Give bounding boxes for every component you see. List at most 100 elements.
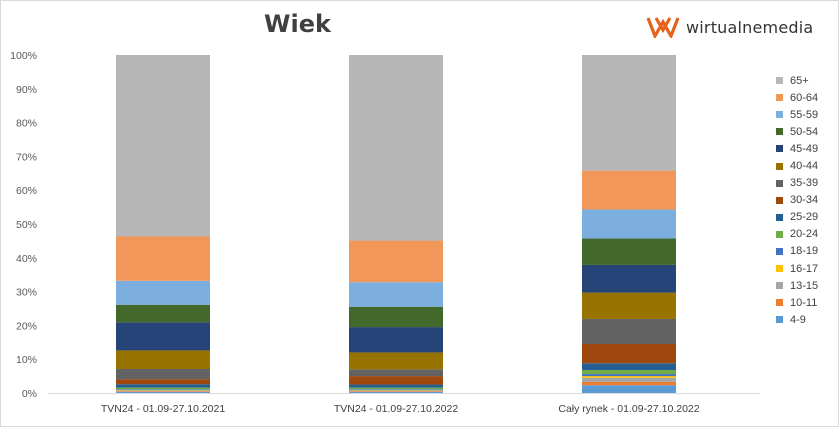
legend-item: 35-39 — [776, 175, 818, 192]
y-tick-label: 20% — [16, 320, 37, 332]
legend-item: 10-11 — [776, 294, 818, 311]
bar-segment-10-11 — [582, 381, 676, 386]
y-tick-label: 70% — [16, 151, 37, 163]
legend-swatch — [776, 213, 783, 221]
legend-swatch — [776, 196, 783, 204]
legend-label: 40-44 — [790, 160, 819, 173]
bar-segment-50-54 — [582, 238, 676, 265]
legend-swatch — [776, 282, 783, 290]
bar-segment-10-11 — [116, 391, 210, 392]
bar-segment-25-29 — [116, 384, 210, 388]
legend-label: 20-24 — [790, 228, 819, 241]
bar-segment-30-34 — [349, 376, 443, 385]
legend-item: 40-44 — [776, 157, 818, 174]
x-category-label: Cały rynek - 01.09-27.10.2022 — [558, 403, 699, 415]
bar-segment-18-19 — [582, 374, 676, 377]
legend-item: 13-15 — [776, 277, 818, 294]
legend-swatch — [776, 128, 783, 136]
legend-label: 50-54 — [790, 125, 819, 138]
legend-label: 13-15 — [790, 279, 819, 292]
bar-segment-60-64 — [116, 236, 210, 281]
bar-segment-50-54 — [349, 306, 443, 328]
legend-item: 55-59 — [776, 106, 818, 123]
legend-swatch — [776, 145, 783, 153]
legend-item: 60-64 — [776, 89, 818, 106]
wm-logo-icon — [646, 17, 680, 38]
bar-segment-25-29 — [349, 384, 443, 388]
bar-segment-20-24 — [582, 370, 676, 375]
legend-swatch — [776, 247, 783, 255]
y-tick-label: 10% — [16, 354, 37, 366]
y-tick-label: 50% — [16, 219, 37, 231]
legend-label: 65+ — [790, 74, 809, 87]
chart-title: Wiek — [264, 10, 331, 38]
bar-segment-65plus — [116, 55, 210, 237]
legend-swatch — [776, 94, 783, 102]
bar-segment-16-17 — [582, 376, 676, 378]
bar-segment-10-11 — [349, 391, 443, 392]
bar-segment-40-44 — [349, 352, 443, 370]
bar-segment-13-15 — [582, 377, 676, 382]
legend-item: 18-19 — [776, 243, 818, 260]
bar-segment-60-64 — [582, 170, 676, 210]
legend-swatch — [776, 162, 783, 170]
bar-segment-55-59 — [116, 280, 210, 305]
legend-item: 50-54 — [776, 123, 818, 140]
bar-segment-45-49 — [582, 264, 676, 293]
bar-segment-4-9 — [582, 385, 676, 393]
legend-label: 25-29 — [790, 211, 819, 224]
bar-segment-65plus — [349, 55, 443, 241]
bar-segment-65plus — [582, 55, 676, 171]
legend-label: 60-64 — [790, 91, 819, 104]
bar-segment-13-15 — [349, 390, 443, 392]
legend-item: 45-49 — [776, 140, 818, 157]
legend-item: 30-34 — [776, 192, 818, 209]
legend-label: 4-9 — [790, 313, 806, 326]
bar-segment-18-19 — [349, 389, 443, 390]
bar-segment-20-24 — [116, 387, 210, 390]
legend-swatch — [776, 111, 783, 119]
bar-segment-13-15 — [116, 390, 210, 392]
legend-label: 16-17 — [790, 262, 819, 275]
bar-segment-20-24 — [349, 387, 443, 390]
x-category-label: TVN24 - 01.09-27.10.2021 — [101, 403, 225, 415]
legend: 65+ 60-64 55-59 50-54 45-49 40-44 35-39 30-34 25… — [776, 72, 818, 328]
y-tick-label: 60% — [16, 185, 37, 197]
y-tick-label: 100% — [10, 50, 37, 62]
bar-segment-55-59 — [582, 209, 676, 239]
bar-segment-4-9 — [349, 391, 443, 393]
legend-swatch — [776, 265, 783, 273]
legend-swatch — [776, 316, 783, 324]
legend-label: 18-19 — [790, 245, 819, 258]
legend-label: 35-39 — [790, 177, 819, 190]
bar-segment-55-59 — [349, 282, 443, 307]
y-tick-label: 0% — [22, 388, 37, 400]
legend-item: 16-17 — [776, 260, 818, 277]
bar-segment-50-54 — [116, 304, 210, 323]
bar-segment-35-39 — [349, 369, 443, 377]
logo: wirtualnemedia — [646, 16, 813, 38]
bar-segment-35-39 — [582, 318, 676, 344]
legend-swatch — [776, 299, 783, 307]
legend-item: 65+ — [776, 72, 818, 89]
bar-segment-40-44 — [116, 350, 210, 370]
legend-swatch — [776, 179, 783, 187]
legend-swatch — [776, 77, 783, 85]
bar-segment-40-44 — [582, 292, 676, 319]
y-tick-label: 30% — [16, 287, 37, 299]
bar-segment-30-34 — [582, 343, 676, 364]
x-category-label: TVN24 - 01.09-27.10.2022 — [334, 403, 458, 415]
bar-segment-4-9 — [116, 391, 210, 393]
logo-text: wirtualnemedia — [686, 17, 814, 37]
y-tick-label: 40% — [16, 253, 37, 265]
bar-segment-45-49 — [349, 327, 443, 353]
bar-segment-18-19 — [116, 389, 210, 390]
legend-item: 4-9 — [776, 311, 818, 328]
bar-segment-60-64 — [349, 240, 443, 283]
legend-item: 25-29 — [776, 209, 818, 226]
legend-item: 20-24 — [776, 226, 818, 243]
y-tick-label: 80% — [16, 118, 37, 130]
legend-label: 55-59 — [790, 108, 819, 121]
bar-segment-35-39 — [116, 369, 210, 380]
